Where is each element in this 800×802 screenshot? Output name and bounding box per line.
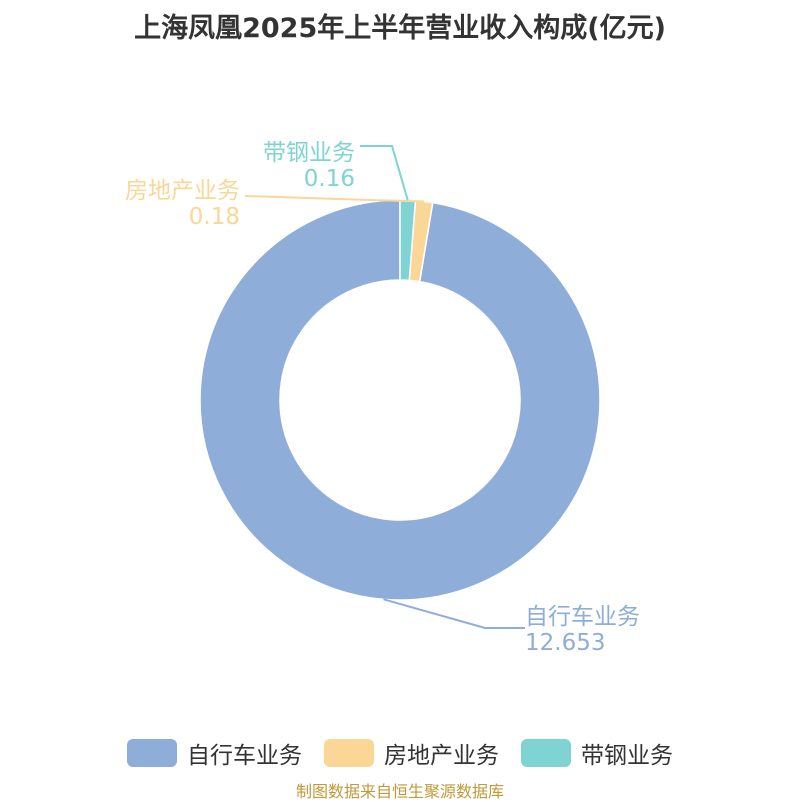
data-source: 制图数据来自恒生聚源数据库 (295, 782, 504, 801)
legend-item-1[interactable]: 房地产业务 (324, 736, 499, 770)
data-label-value-1: 0.18 (189, 204, 240, 230)
legend-label: 房地产业务 (384, 743, 499, 769)
legend-swatch (324, 739, 374, 767)
data-label-name-1: 房地产业务 (125, 178, 240, 204)
data-label-name-2: 带钢业务 (263, 140, 355, 166)
slice-0 (199, 199, 601, 601)
chart-title: 上海凤凰2025年上半年营业收入构成(亿元) (134, 13, 666, 44)
legend-item-0[interactable]: 自行车业务 (127, 736, 302, 770)
leader-line-1 (244, 195, 425, 203)
data-label-name-0: 自行车业务 (525, 604, 640, 630)
legend-label: 带钢业务 (581, 743, 673, 769)
legend-label: 自行车业务 (187, 743, 302, 769)
legend-swatch (127, 739, 177, 767)
data-label-value-0: 12.653 (525, 630, 605, 656)
leader-line-2 (360, 145, 409, 201)
legend-item-2[interactable]: 带钢业务 (521, 736, 673, 770)
data-label-value-2: 0.16 (304, 166, 355, 192)
chart-legend: 自行车业务 房地产业务 带钢业务 (0, 736, 800, 770)
leader-line-0 (383, 598, 525, 629)
legend-swatch (521, 739, 571, 767)
